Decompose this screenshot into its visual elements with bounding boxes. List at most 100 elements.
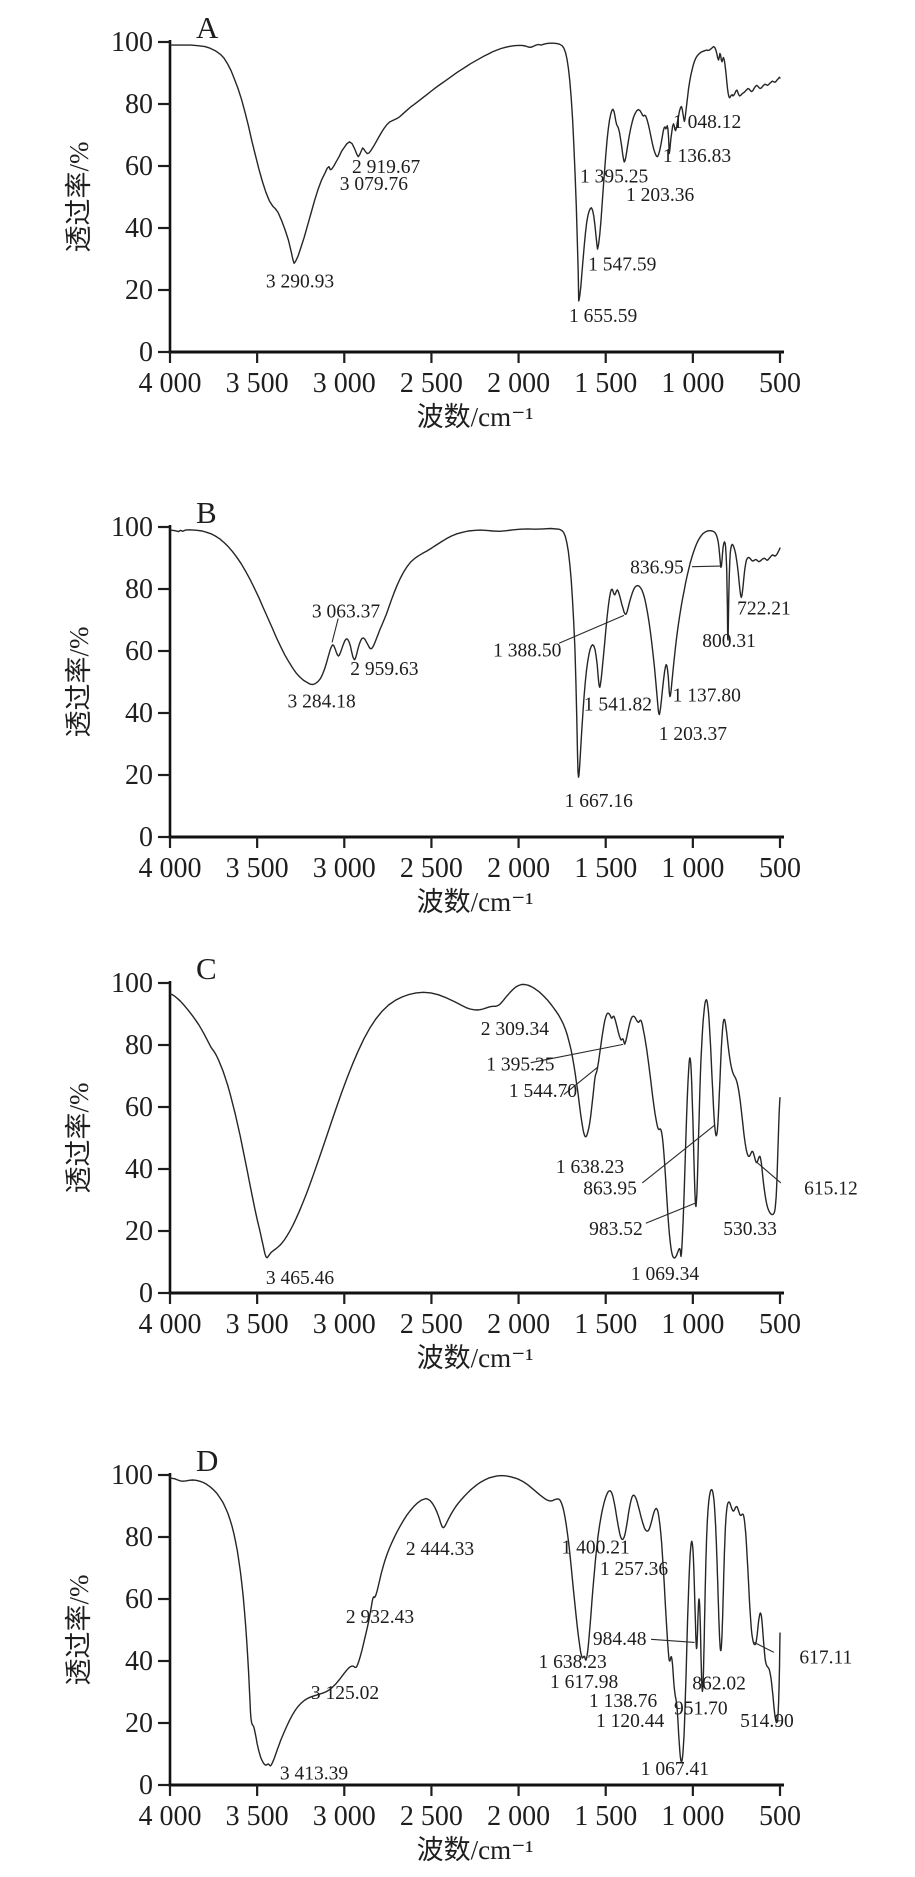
panel-letter: C: [196, 951, 217, 986]
peak-label: 1 137.80: [673, 685, 741, 706]
peak-label: 1 541.82: [584, 695, 652, 716]
peak-label: 1 067.41: [641, 1759, 709, 1780]
y-tick-label: 100: [111, 968, 153, 999]
x-tick-label: 1 000: [661, 853, 724, 884]
y-tick-label: 40: [125, 1646, 153, 1677]
peak-label: 530.33: [723, 1219, 777, 1240]
x-tick-label: 500: [759, 1801, 801, 1832]
peak-label: 1 138.76: [589, 1691, 658, 1712]
x-tick-label: 3 500: [226, 1309, 289, 1340]
y-tick-label: 40: [125, 698, 153, 729]
panel-letter: D: [196, 1443, 218, 1478]
peak-leader-line: [641, 1125, 715, 1184]
y-tick-label: 0: [139, 1278, 153, 1309]
peak-label: 2 309.34: [481, 1019, 550, 1040]
peak-leader-line: [563, 1066, 598, 1096]
x-tick-label: 3 000: [313, 1309, 376, 1340]
x-tick-label: 500: [759, 1309, 801, 1340]
peak-leader-line: [645, 1202, 696, 1224]
y-tick-label: 80: [125, 574, 153, 605]
peak-label: 1 400.21: [561, 1537, 629, 1558]
x-tick-label: 2 000: [487, 1801, 550, 1832]
x-tick-label: 1 500: [574, 853, 637, 884]
peak-label: 514.90: [740, 1711, 794, 1732]
peak-label: 1 667.16: [565, 791, 634, 812]
x-tick-label: 2 000: [487, 368, 550, 399]
peak-label: 3 125.02: [311, 1683, 379, 1704]
y-tick-label: 40: [125, 213, 153, 244]
peak-leader-line: [753, 1641, 775, 1653]
x-axis-title: 波数/cm⁻¹: [417, 402, 534, 432]
peak-leader-line: [530, 1043, 624, 1064]
y-tick-label: 20: [125, 1216, 153, 1247]
x-axis-title: 波数/cm⁻¹: [417, 1343, 534, 1373]
peak-label: 617.11: [799, 1647, 852, 1668]
x-tick-label: 4 000: [139, 368, 202, 399]
spectrum-curve: [169, 983, 781, 1259]
peak-label: 1 655.59: [569, 306, 637, 327]
peak-label: 2 932.43: [346, 1607, 414, 1628]
y-tick-label: 80: [125, 89, 153, 120]
ir-spectrum-panel-a: 0 20 40 60 80 100 4 000 3 500 3 000 2 500 2 000 1 5…: [64, 10, 801, 432]
peak-label: 1 638.23: [538, 1652, 606, 1673]
peak-label: 951.70: [674, 1699, 728, 1720]
x-tick-label: 4 000: [139, 853, 202, 884]
peak-label: 863.95: [583, 1179, 637, 1200]
x-tick-label: 2 000: [487, 853, 550, 884]
peak-leader-line: [558, 614, 625, 644]
peak-label: 1 544.70: [509, 1081, 577, 1102]
y-tick-label: 0: [139, 822, 153, 853]
x-tick-label: 4 000: [139, 1801, 202, 1832]
x-tick-label: 1 000: [661, 1801, 724, 1832]
y-tick-label: 0: [139, 1770, 153, 1801]
peak-label: 862.02: [692, 1674, 746, 1695]
y-tick-label: 60: [125, 636, 153, 667]
peak-label: 1 069.34: [631, 1264, 700, 1285]
peak-label: 1 547.59: [588, 255, 656, 276]
spectrum-curve: [169, 42, 781, 302]
x-tick-label: 3 500: [226, 853, 289, 884]
y-tick-label: 20: [125, 1708, 153, 1739]
y-tick-label: 0: [139, 337, 153, 368]
peak-label: 3 079.76: [340, 174, 409, 195]
y-tick-label: 40: [125, 1154, 153, 1185]
y-tick-label: 100: [111, 1460, 153, 1491]
x-tick-label: 1 500: [574, 1309, 637, 1340]
x-tick-label: 4 000: [139, 1309, 202, 1340]
peak-label: 722.21: [737, 599, 791, 620]
y-tick-label: 60: [125, 1584, 153, 1615]
y-tick-label: 80: [125, 1030, 153, 1061]
x-tick-label: 1 000: [661, 1309, 724, 1340]
peak-label: 983.52: [589, 1219, 643, 1240]
peak-label: 2 444.33: [406, 1539, 474, 1560]
spectrum-curve: [169, 527, 781, 778]
y-tick-label: 100: [111, 512, 153, 543]
peak-leader-line: [755, 1160, 782, 1184]
ir-spectrum-panel-b: 0 20 40 60 80 100 4 000 3 500 3 000 2 500 2 000 1 5…: [64, 495, 801, 917]
peak-leader-line: [650, 1638, 695, 1643]
x-tick-label: 2 500: [400, 1309, 463, 1340]
y-tick-label: 100: [111, 27, 153, 58]
x-tick-label: 3 500: [226, 368, 289, 399]
peak-label: 1 203.36: [626, 185, 695, 206]
y-axis-title: 透过率/%: [64, 627, 94, 738]
peak-label: 1 203.37: [659, 724, 728, 745]
x-tick-label: 1 500: [574, 1801, 637, 1832]
spectrum-curve: [169, 1474, 781, 1767]
peak-label: 1 395.25: [486, 1055, 554, 1076]
x-tick-label: 2 500: [400, 368, 463, 399]
x-tick-label: 3 000: [313, 368, 376, 399]
peak-label: 2 959.63: [350, 659, 418, 680]
peak-label: 3 284.18: [288, 692, 356, 713]
ir-spectrum-panel-c: 0 20 40 60 80 100 4 000 3 500 3 000 2 500 2 000 1 5…: [64, 951, 858, 1373]
peak-label: 3 063.37: [312, 602, 381, 623]
y-axis-title: 透过率/%: [64, 1575, 94, 1686]
peak-label: 1 617.98: [550, 1672, 618, 1693]
peak-label: 615.12: [804, 1179, 858, 1200]
x-axis-title: 波数/cm⁻¹: [417, 887, 534, 917]
panel-letter: B: [196, 495, 217, 530]
y-axis-title: 透过率/%: [64, 1083, 94, 1194]
peak-label: 1 120.44: [596, 1711, 665, 1732]
